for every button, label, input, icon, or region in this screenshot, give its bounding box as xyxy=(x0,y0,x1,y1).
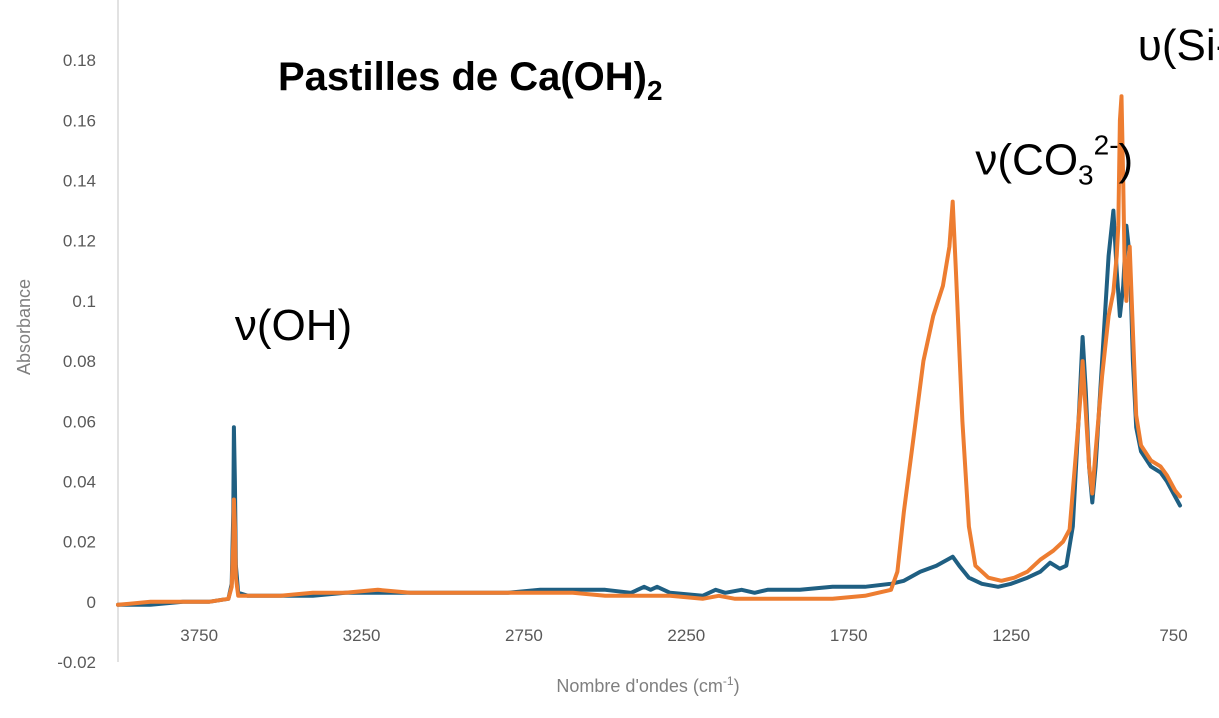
x-tick-label: 1750 xyxy=(830,626,868,645)
y-tick-label: 0.12 xyxy=(63,232,96,251)
chart-title-main: Pastilles de Ca(OH) xyxy=(278,55,647,99)
series-line-1 xyxy=(116,208,1182,607)
annotation-co3-sup: 2- xyxy=(1094,130,1119,161)
y-tick-label: 0.06 xyxy=(63,412,96,431)
y-tick-label: 0.02 xyxy=(63,533,96,552)
x-axis-title-end: ) xyxy=(734,676,740,696)
x-tick-label: 750 xyxy=(1159,626,1187,645)
chart-title: Pastilles de Ca(OH)2 xyxy=(278,55,663,106)
y-tick-labels: -0.02 0 0.02 0.04 0.06 0.08 0.1 0.12 0.14 0.16 0.1… xyxy=(57,51,96,672)
x-tick-labels: 3750 3250 2750 2250 1750 1250 750 xyxy=(180,626,1187,645)
x-axis-title-main: Nombre d'ondes (cm xyxy=(556,676,723,696)
y-axis-title: Absorbance xyxy=(14,279,34,375)
annotation-co3: ν(CO32-) xyxy=(975,130,1133,191)
x-axis-title-sup: -1 xyxy=(723,674,734,688)
annotation-sio: υ(Si-O) xyxy=(1138,21,1219,70)
series-layer xyxy=(116,94,1182,607)
x-axis-title: Nombre d'ondes (cm-1) xyxy=(556,674,739,696)
x-tick-label: 2750 xyxy=(505,626,543,645)
y-tick-label: 0.18 xyxy=(63,51,96,70)
x-tick-label: 1250 xyxy=(992,626,1030,645)
y-tick-label: 0.16 xyxy=(63,111,96,130)
y-tick-label: 0 xyxy=(87,593,96,612)
annotation-oh: ν(OH) xyxy=(235,301,352,350)
x-tick-label: 3750 xyxy=(180,626,218,645)
chart-title-sub: 2 xyxy=(647,75,663,106)
x-tick-label: 3250 xyxy=(343,626,381,645)
series-line-2 xyxy=(116,94,1182,607)
y-tick-label: -0.02 xyxy=(57,653,96,672)
annotation-co3-sub: 3 xyxy=(1078,160,1094,191)
annotation-co3-main: ν(CO xyxy=(975,136,1078,185)
annotation-co3-end: ) xyxy=(1119,136,1134,185)
y-tick-label: 0.14 xyxy=(63,172,96,191)
y-tick-label: 0.04 xyxy=(63,472,96,491)
y-tick-label: 0.08 xyxy=(63,352,96,371)
y-tick-label: 0.1 xyxy=(72,292,96,311)
x-tick-label: 2250 xyxy=(667,626,705,645)
